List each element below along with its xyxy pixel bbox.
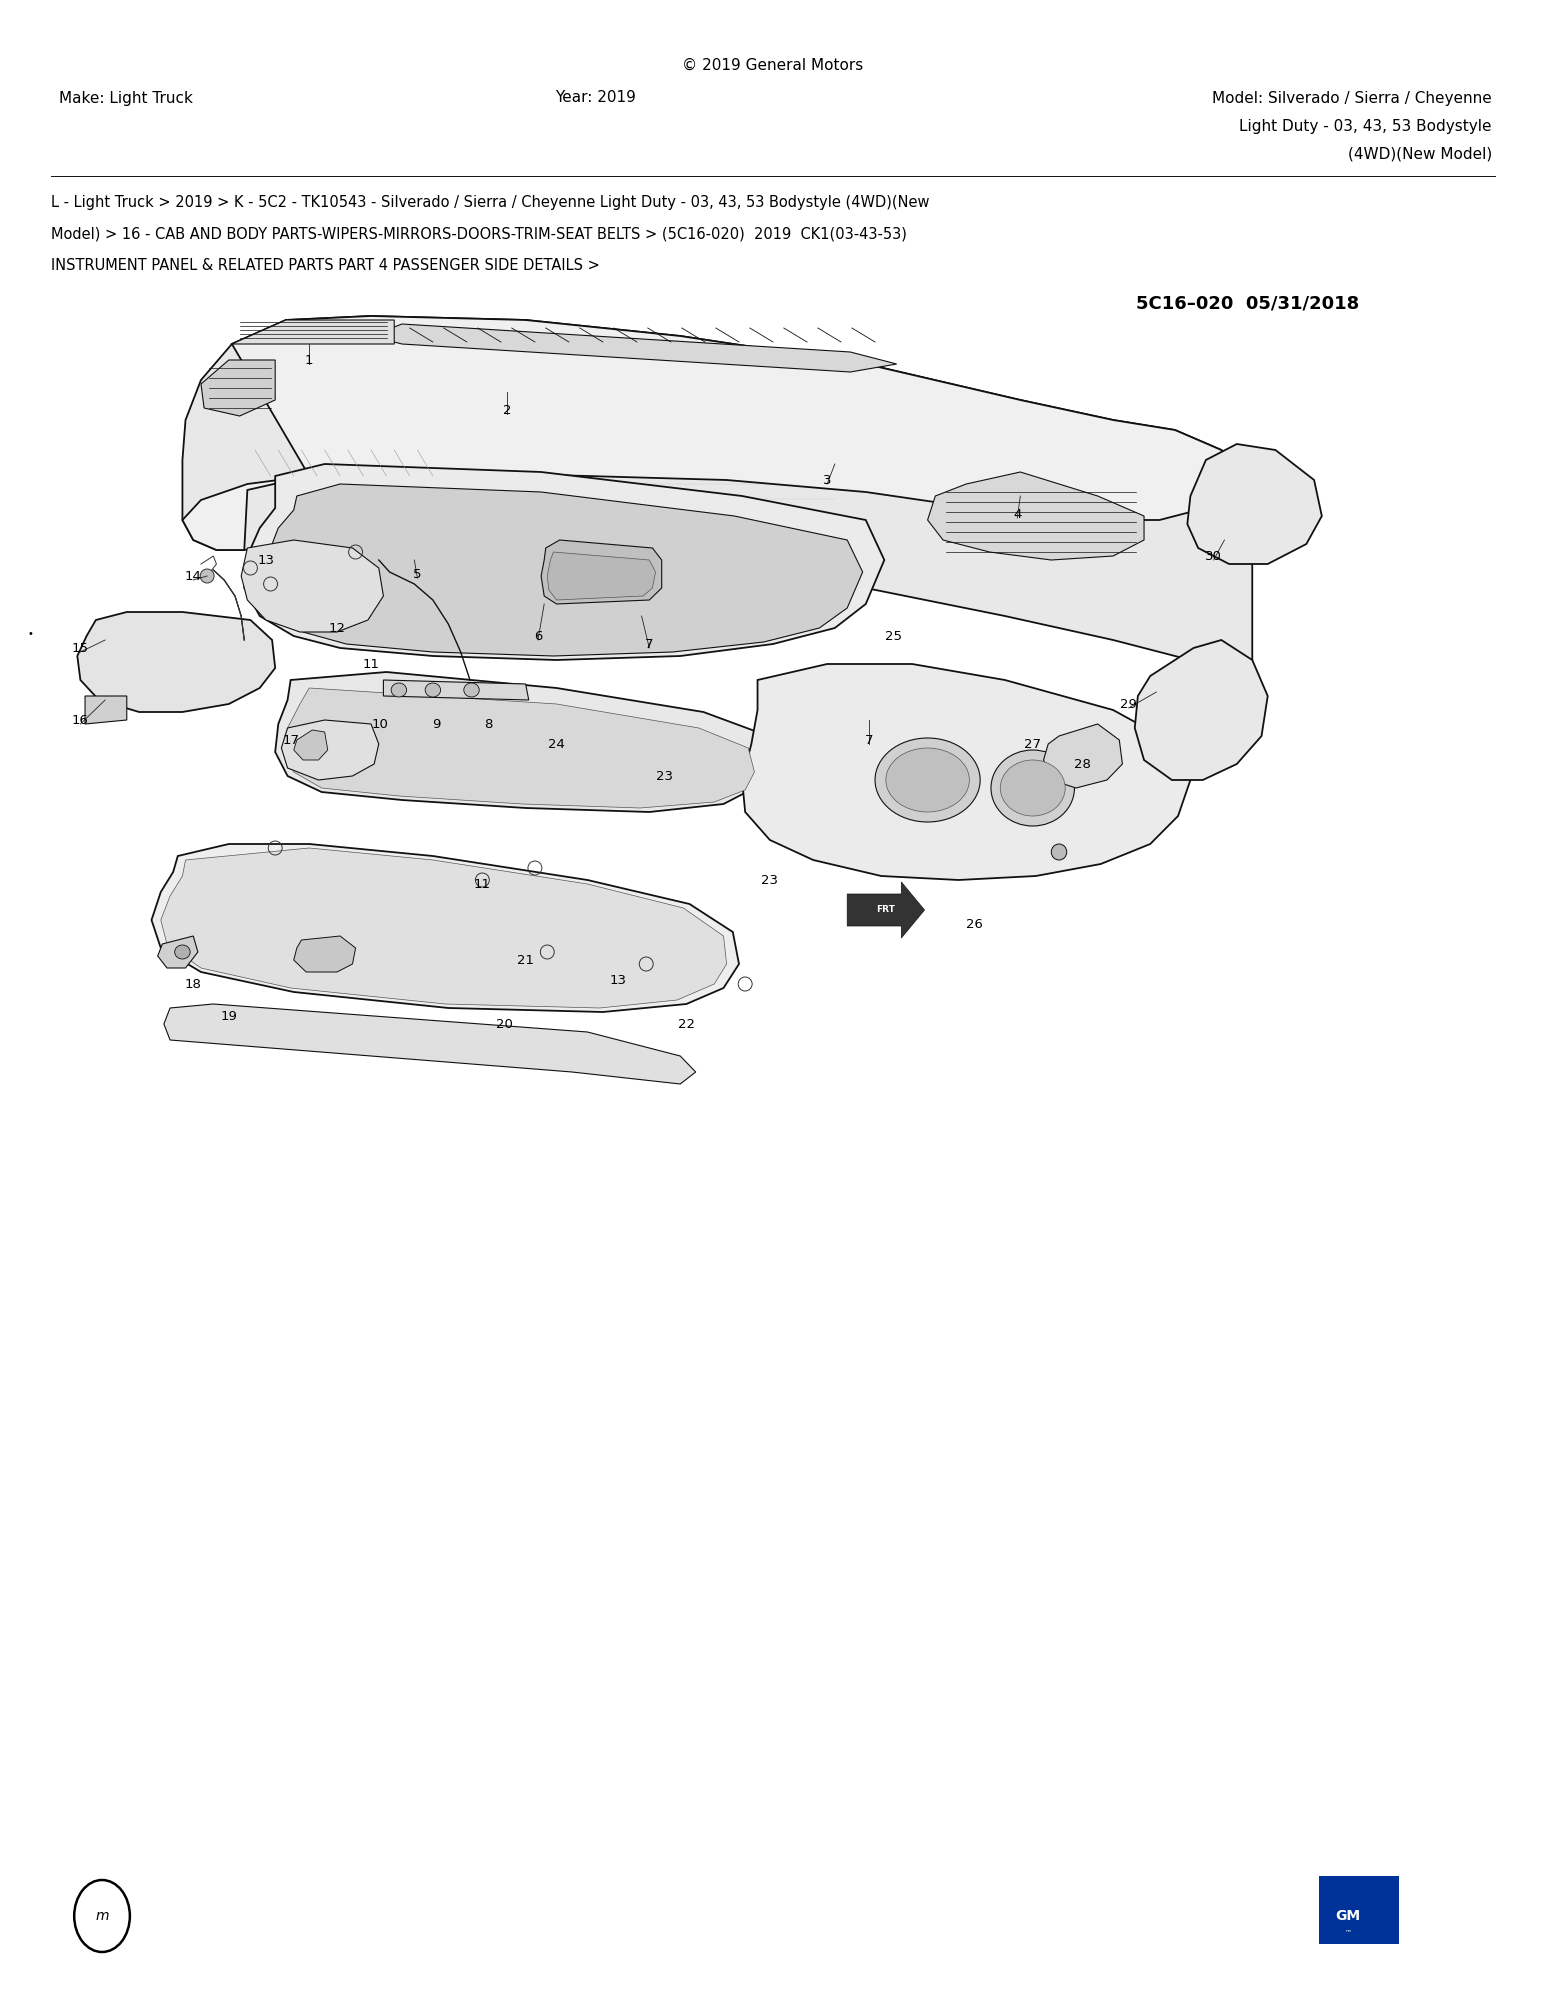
Polygon shape xyxy=(241,540,383,632)
Text: 25: 25 xyxy=(886,630,901,642)
Text: (4WD)(New Model): (4WD)(New Model) xyxy=(1348,146,1492,162)
Ellipse shape xyxy=(391,684,407,698)
Polygon shape xyxy=(182,316,1252,684)
Text: 13: 13 xyxy=(258,554,274,566)
Polygon shape xyxy=(383,680,529,700)
Text: 8: 8 xyxy=(484,718,493,730)
Text: 16: 16 xyxy=(73,714,88,726)
Text: FRT: FRT xyxy=(877,906,895,914)
Polygon shape xyxy=(275,672,767,812)
Polygon shape xyxy=(77,612,275,712)
Text: 27: 27 xyxy=(1025,738,1040,750)
Text: Make: Light Truck: Make: Light Truck xyxy=(59,90,193,106)
Text: ™: ™ xyxy=(1345,1928,1351,1936)
Text: 11: 11 xyxy=(363,658,379,670)
Text: 5: 5 xyxy=(413,568,422,580)
Polygon shape xyxy=(201,360,275,416)
Polygon shape xyxy=(161,848,727,1008)
Text: 21: 21 xyxy=(518,954,533,966)
Text: 19: 19 xyxy=(221,1010,237,1022)
Text: 14: 14 xyxy=(186,570,201,582)
Polygon shape xyxy=(232,320,394,344)
Ellipse shape xyxy=(1051,844,1067,860)
Text: m: m xyxy=(96,1908,108,1924)
Text: 23: 23 xyxy=(762,874,778,886)
Text: 28: 28 xyxy=(1074,758,1090,770)
Polygon shape xyxy=(541,540,662,604)
Text: Model: Silverado / Sierra / Cheyenne: Model: Silverado / Sierra / Cheyenne xyxy=(1212,90,1492,106)
Polygon shape xyxy=(847,882,925,938)
Ellipse shape xyxy=(991,750,1074,826)
Polygon shape xyxy=(284,688,754,808)
Ellipse shape xyxy=(464,684,479,698)
Polygon shape xyxy=(164,1004,696,1084)
Text: © 2019 General Motors: © 2019 General Motors xyxy=(682,58,864,72)
Ellipse shape xyxy=(875,738,980,822)
Text: 1: 1 xyxy=(305,354,314,366)
Text: 7: 7 xyxy=(645,638,654,650)
Polygon shape xyxy=(1187,444,1322,564)
Text: 12: 12 xyxy=(329,622,345,634)
Polygon shape xyxy=(182,316,1252,550)
Text: 23: 23 xyxy=(657,770,673,782)
Text: 17: 17 xyxy=(283,734,298,746)
Text: INSTRUMENT PANEL & RELATED PARTS PART 4 PASSENGER SIDE DETAILS >: INSTRUMENT PANEL & RELATED PARTS PART 4 … xyxy=(51,258,600,274)
Text: 11: 11 xyxy=(475,878,490,890)
Text: 5C16–020  05/31/2018: 5C16–020 05/31/2018 xyxy=(1136,294,1359,312)
Text: 26: 26 xyxy=(966,918,982,930)
Polygon shape xyxy=(294,730,328,760)
Text: 20: 20 xyxy=(496,1018,512,1030)
Polygon shape xyxy=(928,472,1144,560)
Polygon shape xyxy=(244,464,884,660)
Ellipse shape xyxy=(886,748,969,812)
Polygon shape xyxy=(158,936,198,968)
Text: 4: 4 xyxy=(1013,508,1022,520)
Ellipse shape xyxy=(1000,760,1065,816)
Text: 13: 13 xyxy=(611,974,626,986)
Text: L - Light Truck > 2019 > K - 5C2 - TK10543 - Silverado / Sierra / Cheyenne Light: L - Light Truck > 2019 > K - 5C2 - TK105… xyxy=(51,194,929,210)
Polygon shape xyxy=(742,664,1190,880)
Polygon shape xyxy=(152,844,739,1012)
Polygon shape xyxy=(1135,640,1268,780)
Text: Model) > 16 - CAB AND BODY PARTS-WIPERS-MIRRORS-DOORS-TRIM-SEAT BELTS > (5C16-02: Model) > 16 - CAB AND BODY PARTS-WIPERS-… xyxy=(51,226,908,242)
Text: GM: GM xyxy=(1336,1908,1360,1924)
Text: 29: 29 xyxy=(1121,698,1136,710)
Text: 10: 10 xyxy=(373,718,388,730)
Polygon shape xyxy=(1044,724,1122,788)
Text: 30: 30 xyxy=(1206,550,1221,562)
Polygon shape xyxy=(85,696,127,724)
Text: 7: 7 xyxy=(864,734,873,746)
Polygon shape xyxy=(294,936,356,972)
Ellipse shape xyxy=(175,946,190,960)
Text: 18: 18 xyxy=(186,978,201,990)
Polygon shape xyxy=(263,484,863,656)
Text: 9: 9 xyxy=(431,718,441,730)
Text: 6: 6 xyxy=(533,630,543,642)
Text: 3: 3 xyxy=(822,474,832,486)
Text: •: • xyxy=(28,628,34,640)
Text: Year: 2019: Year: 2019 xyxy=(555,90,635,106)
FancyBboxPatch shape xyxy=(1319,1876,1399,1944)
Text: 22: 22 xyxy=(679,1018,694,1030)
Polygon shape xyxy=(281,720,379,780)
Ellipse shape xyxy=(425,684,441,698)
Polygon shape xyxy=(371,324,897,372)
Text: Light Duty - 03, 43, 53 Bodystyle: Light Duty - 03, 43, 53 Bodystyle xyxy=(1240,118,1492,134)
Polygon shape xyxy=(547,552,656,600)
Text: 15: 15 xyxy=(73,642,88,654)
Ellipse shape xyxy=(201,568,213,584)
Text: 2: 2 xyxy=(502,404,512,416)
Text: 24: 24 xyxy=(549,738,564,750)
